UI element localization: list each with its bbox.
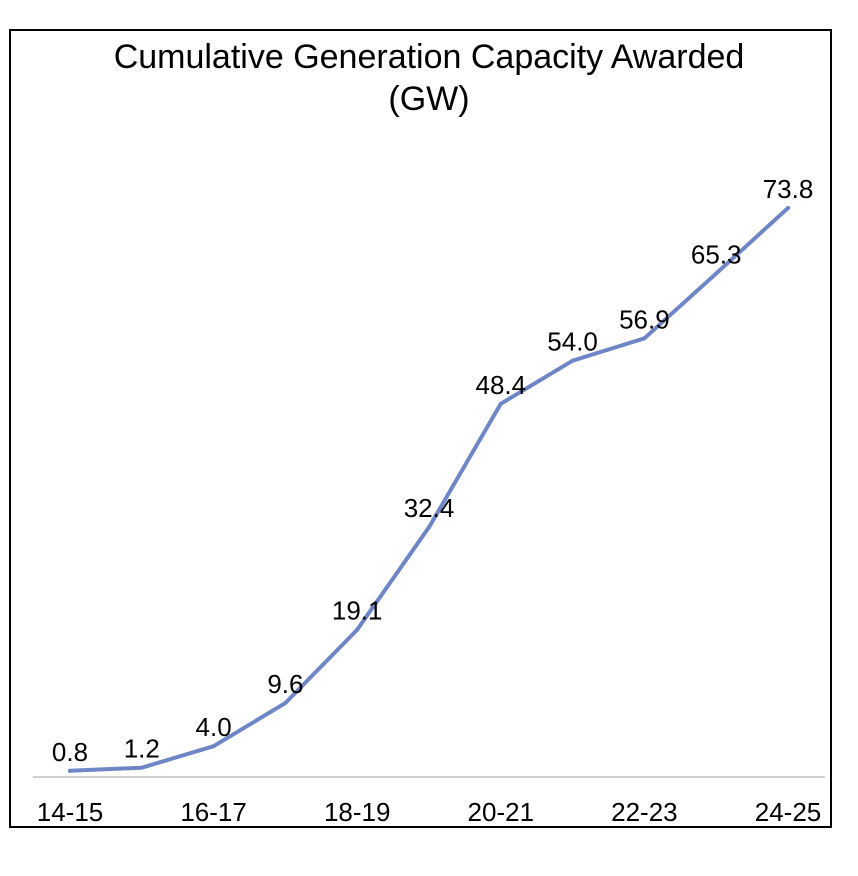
series-line — [68, 206, 790, 773]
chart-title-line1: Cumulative Generation Capacity Awarded — [113, 38, 745, 76]
x-tick-label: 24-25 — [755, 797, 822, 827]
data-point — [139, 765, 144, 770]
data-label: 9.6 — [267, 669, 303, 699]
x-tick-label: 18-19 — [324, 797, 391, 827]
x-tick-label: 22-23 — [611, 797, 678, 827]
data-label: 32.4 — [404, 493, 455, 523]
data-label: 65.3 — [691, 240, 742, 270]
data-label: 48.4 — [475, 370, 526, 400]
data-label: 4.0 — [196, 712, 232, 742]
data-point — [283, 700, 288, 705]
data-label: 19.1 — [332, 596, 383, 626]
data-point — [498, 401, 503, 406]
data-label: 1.2 — [124, 734, 160, 764]
chart-frame — [9, 29, 832, 828]
data-point — [355, 627, 360, 632]
data-point — [714, 271, 719, 276]
data-point — [68, 768, 72, 773]
chart-title-line2: (GW) — [388, 80, 470, 118]
data-point — [427, 525, 431, 530]
data-label: 54.0 — [547, 327, 598, 357]
x-tick-label: 14-15 — [37, 797, 104, 827]
data-label: 73.8 — [763, 174, 814, 204]
data-label: 0.8 — [52, 737, 88, 767]
data-label: 56.9 — [619, 304, 670, 334]
data-point — [786, 206, 790, 210]
x-tick-label: 20-21 — [468, 797, 535, 827]
chart-title: Cumulative Generation Capacity Awarded (… — [0, 36, 858, 120]
x-tick-label: 16-17 — [180, 797, 247, 827]
data-point — [642, 336, 647, 341]
data-point — [570, 358, 575, 363]
data-point — [211, 744, 216, 749]
